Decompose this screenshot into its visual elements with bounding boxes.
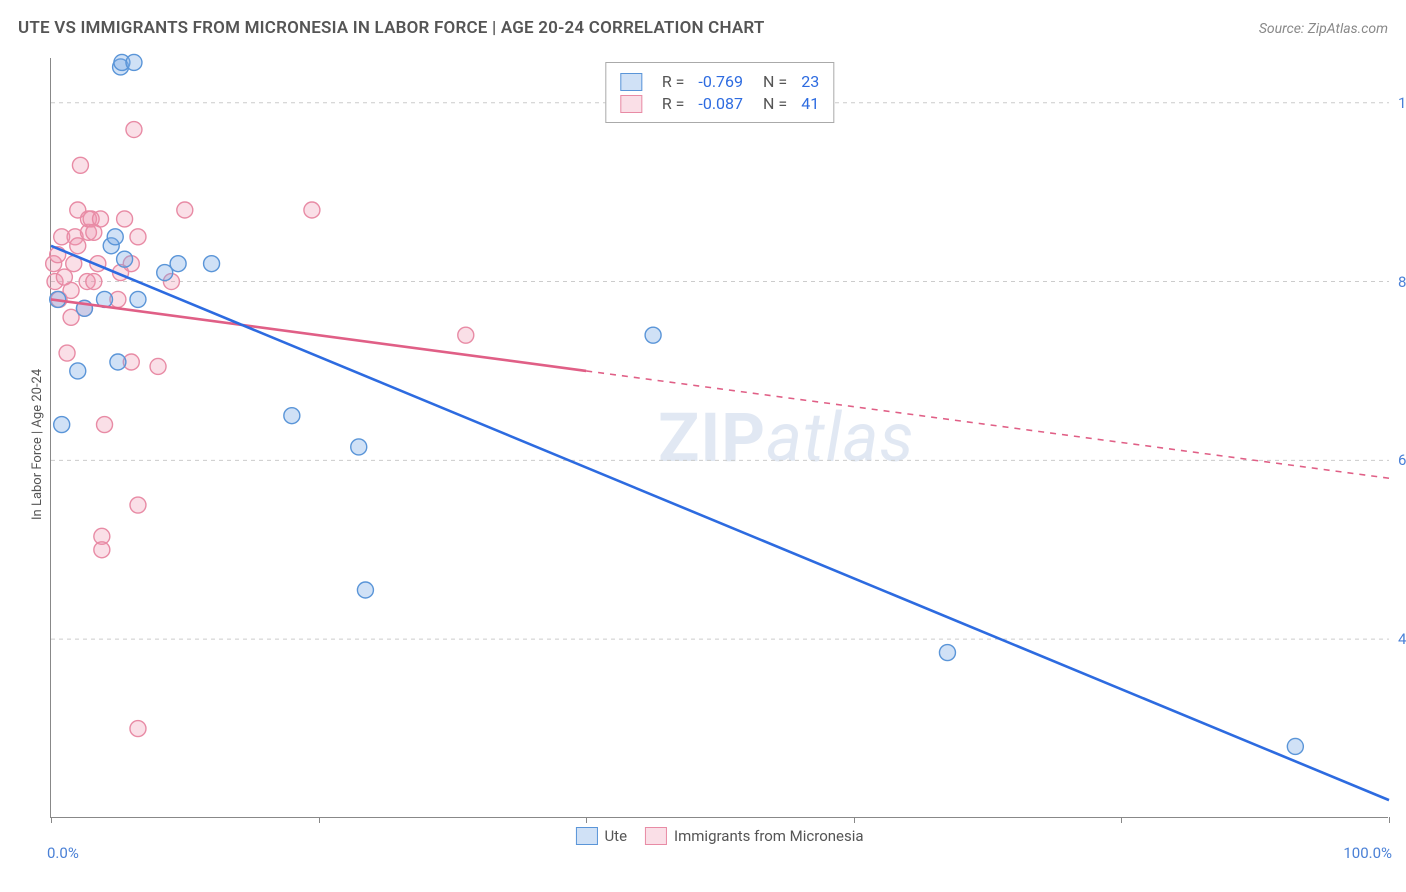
regression-line-solid bbox=[51, 246, 1389, 800]
data-point bbox=[54, 417, 70, 433]
data-point bbox=[150, 358, 166, 374]
micronesia-n-value: 41 bbox=[801, 94, 819, 113]
data-point bbox=[70, 363, 86, 379]
x-tick-mark bbox=[1121, 817, 1122, 823]
y-tick-label: 100.0% bbox=[1398, 94, 1406, 112]
legend-swatch-micronesia bbox=[620, 95, 642, 113]
legend-bottom-ute: Ute bbox=[575, 827, 627, 845]
ute-r-value: -0.769 bbox=[698, 72, 743, 91]
chart-container: UTE VS IMMIGRANTS FROM MICRONESIA IN LAB… bbox=[0, 0, 1406, 892]
data-point bbox=[117, 251, 133, 267]
legend-swatch-micronesia-bottom bbox=[645, 827, 667, 845]
y-tick-label: 40.0% bbox=[1398, 630, 1406, 648]
x-tick-mark bbox=[854, 817, 855, 823]
micronesia-r-value: -0.087 bbox=[698, 94, 743, 113]
data-point bbox=[70, 238, 86, 254]
regression-lines bbox=[51, 246, 1389, 800]
x-tick-mark bbox=[586, 817, 587, 823]
x-tick-mark bbox=[1389, 817, 1390, 823]
plot-area: ZIPatlas 40.0%60.0%80.0%100.0% R = -0.76… bbox=[50, 58, 1388, 818]
data-point bbox=[117, 211, 133, 227]
data-point bbox=[72, 157, 88, 173]
legend-swatch-ute-bottom bbox=[575, 827, 597, 845]
n-label: N = bbox=[763, 72, 787, 91]
data-point bbox=[204, 256, 220, 272]
data-point bbox=[1287, 738, 1303, 754]
chart-svg bbox=[51, 58, 1388, 817]
data-point bbox=[110, 354, 126, 370]
data-point bbox=[126, 54, 142, 70]
x-tick-mark bbox=[319, 817, 320, 823]
data-point bbox=[284, 408, 300, 424]
data-point bbox=[130, 229, 146, 245]
x-tick-100: 100.0% bbox=[1343, 844, 1392, 862]
legend-bottom: Ute Immigrants from Micronesia bbox=[575, 827, 863, 845]
ute-n-value: 23 bbox=[801, 72, 819, 91]
data-point bbox=[97, 417, 113, 433]
data-point bbox=[351, 439, 367, 455]
data-point bbox=[458, 327, 474, 343]
legend-micronesia-label: Immigrants from Micronesia bbox=[674, 827, 864, 845]
legend-swatch-ute bbox=[620, 73, 642, 91]
source-label: Source: ZipAtlas.com bbox=[1259, 21, 1388, 37]
data-point bbox=[645, 327, 661, 343]
data-point bbox=[93, 211, 109, 227]
data-point bbox=[86, 274, 102, 290]
data-point bbox=[59, 345, 75, 361]
gridlines bbox=[51, 103, 1389, 639]
r-label-2: R = bbox=[662, 94, 685, 113]
y-tick-label: 60.0% bbox=[1398, 451, 1406, 469]
legend-ute-label: Ute bbox=[604, 827, 627, 845]
data-point bbox=[94, 542, 110, 558]
data-point bbox=[130, 497, 146, 513]
data-point bbox=[177, 202, 193, 218]
data-point bbox=[126, 122, 142, 138]
data-point bbox=[130, 721, 146, 737]
scatter-micronesia bbox=[46, 122, 474, 737]
legend-top: R = -0.769 N = 23 R = -0.087 N = 41 bbox=[605, 62, 834, 123]
legend-bottom-micronesia: Immigrants from Micronesia bbox=[645, 827, 864, 845]
y-tick-label: 80.0% bbox=[1398, 273, 1406, 291]
data-point bbox=[170, 256, 186, 272]
data-point bbox=[357, 582, 373, 598]
r-label: R = bbox=[662, 72, 685, 91]
n-label-2: N = bbox=[763, 94, 787, 113]
data-point bbox=[130, 291, 146, 307]
scatter-ute bbox=[50, 54, 1304, 754]
regression-line-dashed bbox=[586, 371, 1389, 478]
chart-title: UTE VS IMMIGRANTS FROM MICRONESIA IN LAB… bbox=[18, 18, 765, 38]
data-point bbox=[304, 202, 320, 218]
y-axis-label: In Labor Force | Age 20-24 bbox=[30, 369, 45, 520]
data-point bbox=[107, 229, 123, 245]
x-tick-0: 0.0% bbox=[47, 844, 79, 862]
legend-top-row-micronesia: R = -0.087 N = 41 bbox=[620, 94, 819, 113]
legend-top-row-ute: R = -0.769 N = 23 bbox=[620, 72, 819, 91]
x-tick-mark bbox=[51, 817, 52, 823]
data-point bbox=[939, 645, 955, 661]
title-bar: UTE VS IMMIGRANTS FROM MICRONESIA IN LAB… bbox=[18, 18, 1388, 38]
